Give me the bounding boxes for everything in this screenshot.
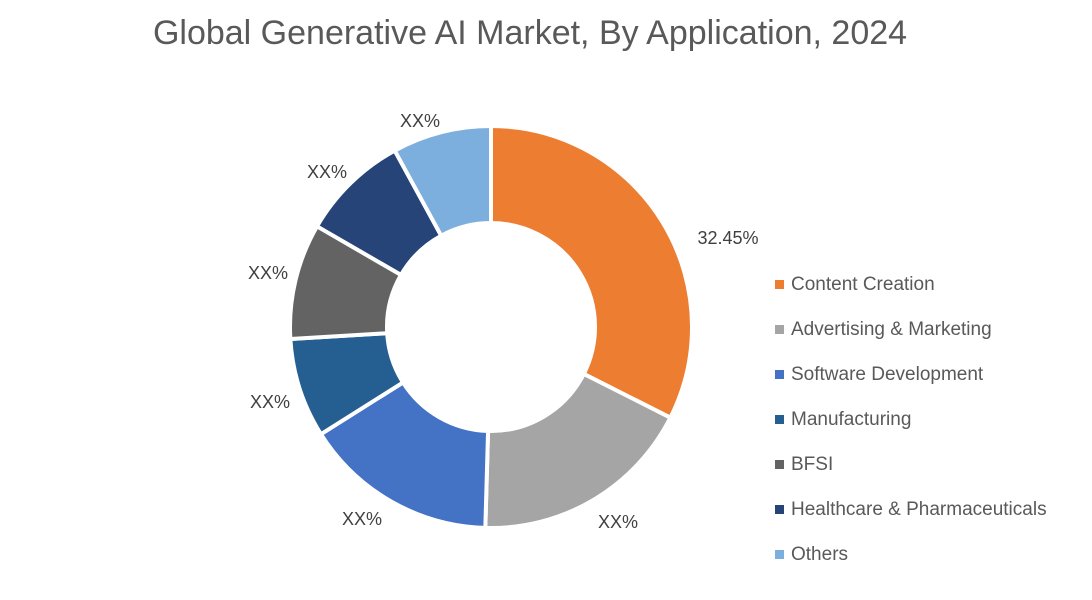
donut-slice-software-development bbox=[318, 379, 491, 530]
legend-swatch bbox=[775, 280, 784, 289]
legend-item: Advertising & Marketing bbox=[775, 307, 1047, 352]
legend-label: Software Development bbox=[791, 363, 984, 385]
legend-item: Manufacturing bbox=[775, 397, 1047, 442]
chart-title: Global Generative AI Market, By Applicat… bbox=[152, 14, 908, 52]
legend-swatch bbox=[775, 325, 784, 334]
legend-label: Manufacturing bbox=[791, 408, 912, 430]
data-label: XX% bbox=[248, 263, 288, 283]
data-label: XX% bbox=[250, 392, 290, 412]
data-label: XX% bbox=[342, 509, 382, 529]
legend-swatch bbox=[775, 370, 784, 379]
legend-item: Software Development bbox=[775, 352, 1047, 397]
legend-label: BFSI bbox=[791, 453, 834, 475]
data-label: XX% bbox=[307, 162, 347, 182]
legend-swatch bbox=[775, 415, 784, 424]
legend-label: Content Creation bbox=[791, 273, 935, 295]
legend-item: Others bbox=[775, 532, 1047, 577]
data-label: XX% bbox=[598, 512, 638, 532]
legend-label: Others bbox=[791, 543, 849, 565]
donut-slice-advertising-marketing bbox=[483, 371, 674, 530]
legend-item: Healthcare & Pharmaceuticals bbox=[775, 487, 1047, 532]
donut-slice-content-creation bbox=[489, 123, 694, 421]
data-label: 32.45% bbox=[697, 228, 758, 248]
legend-swatch bbox=[775, 550, 784, 559]
legend: Content Creation Advertising & Marketing S… bbox=[775, 262, 1047, 577]
legend-item: BFSI bbox=[775, 442, 1047, 487]
legend-swatch bbox=[775, 460, 784, 469]
donut-slice-others bbox=[392, 123, 493, 239]
data-label: XX% bbox=[400, 111, 440, 131]
legend-label: Advertising & Marketing bbox=[791, 318, 992, 340]
legend-item: Content Creation bbox=[775, 262, 1047, 307]
legend-label: Healthcare & Pharmaceuticals bbox=[791, 498, 1047, 520]
legend-swatch bbox=[775, 505, 784, 514]
